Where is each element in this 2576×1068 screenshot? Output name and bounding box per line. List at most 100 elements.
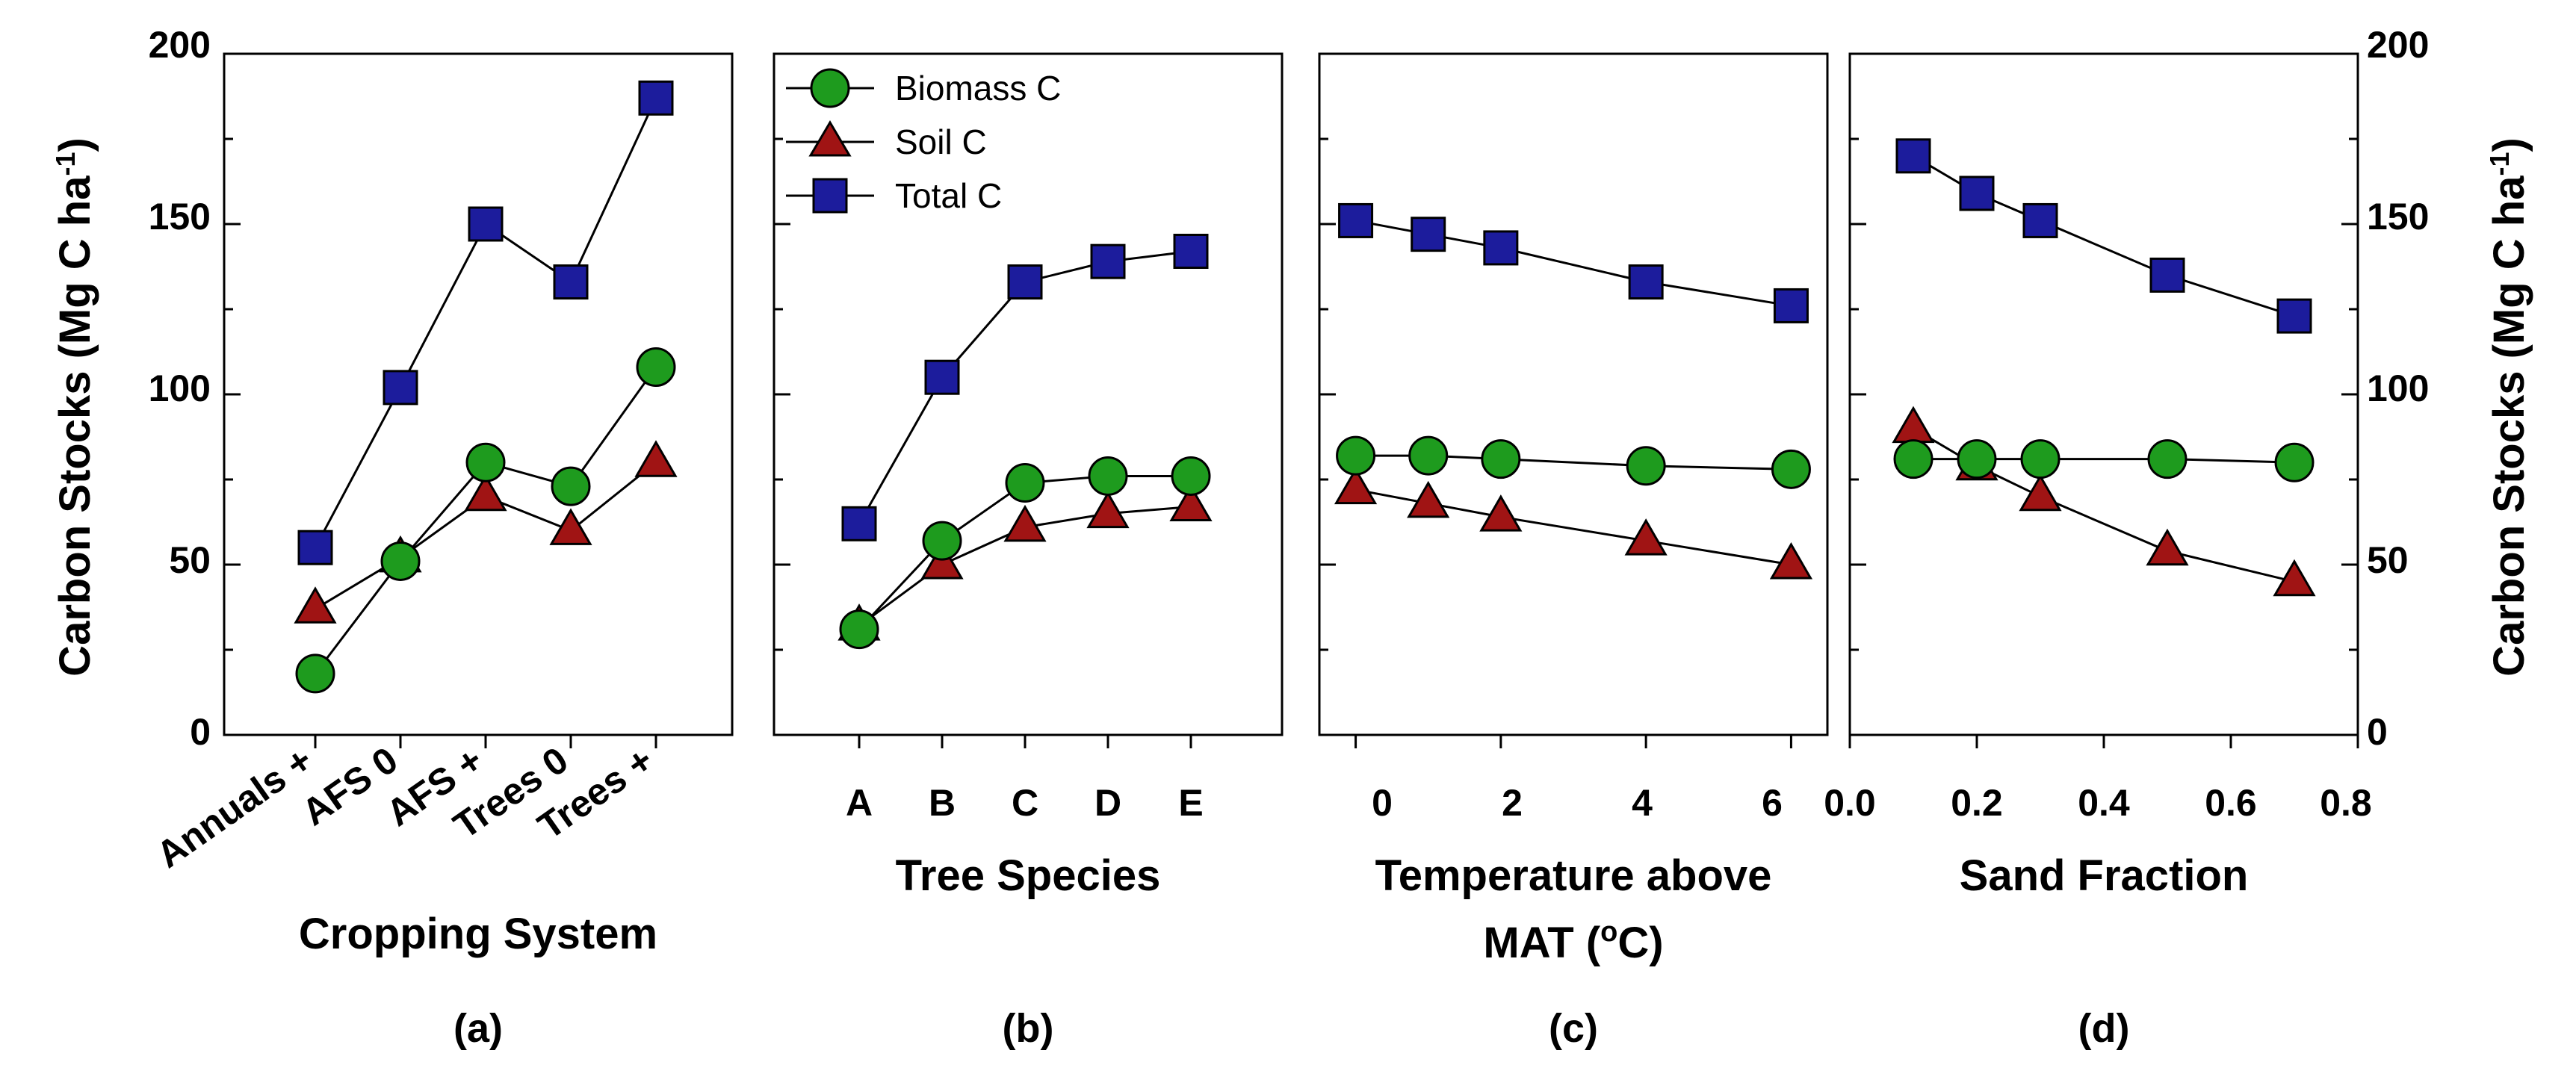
legend-entry-soil: Soil C: [786, 120, 987, 161]
data-point-square: [1895, 138, 1931, 174]
data-point-triangle: [549, 508, 592, 545]
legend-entry-total: Total C: [786, 176, 1002, 215]
data-point-circle: [465, 442, 506, 482]
data-point-square: [924, 359, 960, 395]
y-tick-label: 50: [2367, 539, 2409, 581]
y-tick-labels-right: 0 50 100 150 200: [2367, 24, 2429, 753]
x-axis-title-a: Cropping System: [299, 910, 657, 958]
data-point-circle: [2147, 439, 2188, 479]
panel-label-d: (d): [2078, 1006, 2130, 1051]
data-point-square: [841, 506, 877, 541]
x-tick-label: 6: [1762, 782, 1783, 824]
data-point-circle: [1088, 456, 1128, 496]
data-point-triangle: [1003, 504, 1047, 542]
y-tick-label: 50: [169, 539, 211, 581]
legend-entry-biomass: Biomass C: [786, 68, 1061, 108]
data-point-square: [1338, 202, 1374, 238]
data-point-triangle: [920, 542, 964, 580]
data-point-circle: [1626, 446, 1666, 486]
data-point-circle: [1408, 435, 1449, 476]
legend-label: Total C: [895, 176, 1002, 215]
data-point-triangle: [2019, 474, 2062, 512]
x-tick-labels-d: 0.0 0.2 0.4 0.6 0.8: [1824, 782, 2372, 824]
panel-label-b: (b): [1003, 1006, 1054, 1051]
panel-frame: [1318, 52, 1829, 736]
data-point-circle: [551, 466, 591, 506]
y-tick-labels-left: 0 50 100 150 200: [149, 24, 211, 753]
data-point-circle: [1771, 449, 1811, 489]
data-point-triangle: [1407, 480, 1450, 518]
legend: Biomass C Soil C Total C: [786, 68, 1061, 215]
x-axis-title-b: Tree Species: [896, 851, 1161, 900]
data-point-square: [383, 370, 418, 406]
legend-triangle-marker: [808, 120, 852, 157]
panel-b: A B C D E Tree Species (b) Biomass C Soi…: [773, 52, 1284, 1051]
x-tick-label: B: [929, 782, 956, 824]
panel-d: 0.0 0.2 0.4 0.6 0.8 Sand Fraction (d): [1824, 52, 2372, 1051]
series-soil-c: [1334, 467, 1813, 580]
panel-label-a: (a): [453, 1006, 503, 1051]
data-point-square: [1007, 264, 1043, 300]
data-point-square: [1090, 243, 1126, 279]
x-axis-title-c-line2: MAT (oC): [1483, 916, 1663, 967]
series-biomass-c: [295, 347, 676, 694]
panel-label-c: (c): [1549, 1006, 1598, 1051]
series-soil-c: [837, 484, 1213, 641]
data-point-triangle: [2146, 528, 2189, 566]
series-biomass-c: [1336, 435, 1811, 489]
data-point-circle: [1481, 439, 1521, 479]
panel-c: 0 2 4 6 Temperature above MAT (oC) (c): [1318, 52, 1829, 1051]
data-point-circle: [1957, 439, 1997, 479]
data-point-square: [553, 264, 589, 300]
data-point-square: [1483, 230, 1519, 266]
legend-label: Soil C: [895, 122, 987, 161]
y-axis-title-right: Carbon Stocks (Mg C ha-1): [2484, 137, 2533, 677]
x-tick-label: 0: [1372, 782, 1393, 824]
y-tick-label: 200: [2367, 24, 2429, 66]
data-point-triangle: [1169, 484, 1213, 521]
data-point-circle: [1893, 439, 1933, 479]
data-point-triangle: [1479, 494, 1523, 532]
x-tick-label: AFS 0: [294, 739, 405, 833]
data-point-square: [468, 206, 504, 242]
series-line: [314, 366, 657, 674]
panel-a: Annuals + AFS 0 AFS + Trees 0 Trees + Cr…: [149, 52, 734, 1051]
data-point-circle: [1336, 435, 1376, 476]
data-point-triangle: [2273, 559, 2316, 597]
y-axis-title-left: Carbon Stocks (Mg C ha-1): [50, 137, 99, 677]
legend-square-marker: [812, 178, 848, 214]
y-tick-label: 100: [149, 367, 211, 409]
x-tick-label: A: [846, 782, 873, 824]
x-axis-title-c: Temperature above: [1375, 851, 1772, 900]
x-tick-label: E: [1178, 782, 1203, 824]
legend-label: Biomass C: [895, 69, 1061, 108]
data-point-square: [2022, 202, 2058, 238]
data-point-circle: [1171, 456, 1211, 496]
data-point-triangle: [1892, 406, 1935, 444]
data-point-triangle: [464, 474, 507, 512]
y-tick-label: 150: [2367, 196, 2429, 237]
data-point-triangle: [634, 440, 678, 477]
data-point-square: [638, 80, 674, 116]
x-tick-label: 2: [1502, 782, 1523, 824]
data-point-square: [1773, 288, 1809, 323]
legend-circle-marker: [810, 68, 850, 108]
x-tick-labels-a: Annuals + AFS 0 AFS + Trees 0 Trees +: [149, 739, 660, 876]
x-tick-label: 0.4: [2078, 782, 2130, 824]
x-tick-label: Annuals +: [149, 739, 320, 876]
series-total-c: [841, 233, 1209, 541]
data-point-square: [1411, 217, 1446, 252]
x-tick-label: 0.0: [1824, 782, 1876, 824]
series-soil-c: [1892, 406, 2316, 597]
data-point-circle: [380, 541, 421, 581]
x-tick-label: 0.8: [2320, 782, 2372, 824]
data-point-triangle: [1624, 518, 1668, 556]
data-point-square: [1628, 264, 1664, 300]
x-tick-label: 0.6: [2205, 782, 2257, 824]
data-point-triangle: [1334, 467, 1378, 505]
series-total-c: [297, 80, 674, 565]
data-point-circle: [922, 521, 962, 561]
data-point-square: [2276, 298, 2312, 334]
panel-frame: [223, 52, 734, 736]
data-point-triangle: [1769, 542, 1813, 580]
